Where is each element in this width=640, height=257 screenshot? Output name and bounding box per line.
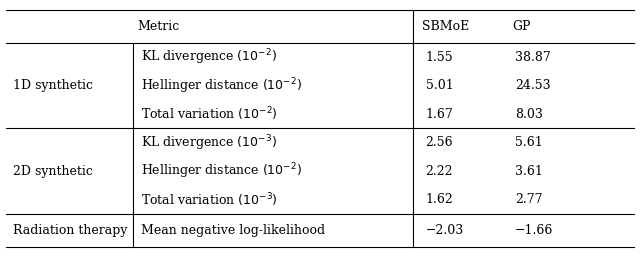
- Text: Hellinger distance $(10^{-2})$: Hellinger distance $(10^{-2})$: [141, 161, 302, 181]
- Text: Total variation $(10^{-3})$: Total variation $(10^{-3})$: [141, 191, 278, 208]
- Text: 24.53: 24.53: [515, 79, 551, 92]
- Text: Radiation therapy: Radiation therapy: [13, 224, 127, 237]
- Text: 2.56: 2.56: [426, 136, 453, 149]
- Text: 3.61: 3.61: [515, 165, 543, 178]
- Text: 5.01: 5.01: [426, 79, 453, 92]
- Text: 2.22: 2.22: [426, 165, 453, 178]
- Text: Total variation $(10^{-2})$: Total variation $(10^{-2})$: [141, 105, 278, 123]
- Text: 38.87: 38.87: [515, 51, 551, 64]
- Text: 8.03: 8.03: [515, 108, 543, 121]
- Text: KL divergence $(10^{-3})$: KL divergence $(10^{-3})$: [141, 133, 276, 153]
- Text: 1.67: 1.67: [426, 108, 453, 121]
- Text: GP: GP: [512, 20, 531, 33]
- Text: 2.77: 2.77: [515, 193, 543, 206]
- Text: Mean negative log-likelihood: Mean negative log-likelihood: [141, 224, 325, 237]
- Text: 1.55: 1.55: [426, 51, 453, 64]
- Text: −1.66: −1.66: [515, 224, 554, 237]
- Text: −2.03: −2.03: [426, 224, 464, 237]
- Text: Metric: Metric: [138, 20, 180, 33]
- Text: 5.61: 5.61: [515, 136, 543, 149]
- Text: Hellinger distance $(10^{-2})$: Hellinger distance $(10^{-2})$: [141, 76, 302, 96]
- Text: 2D synthetic: 2D synthetic: [13, 165, 93, 178]
- Text: KL divergence $(10^{-2})$: KL divergence $(10^{-2})$: [141, 48, 276, 67]
- Text: 1D synthetic: 1D synthetic: [13, 79, 93, 92]
- Text: 1.62: 1.62: [426, 193, 453, 206]
- Text: SBMoE: SBMoE: [422, 20, 470, 33]
